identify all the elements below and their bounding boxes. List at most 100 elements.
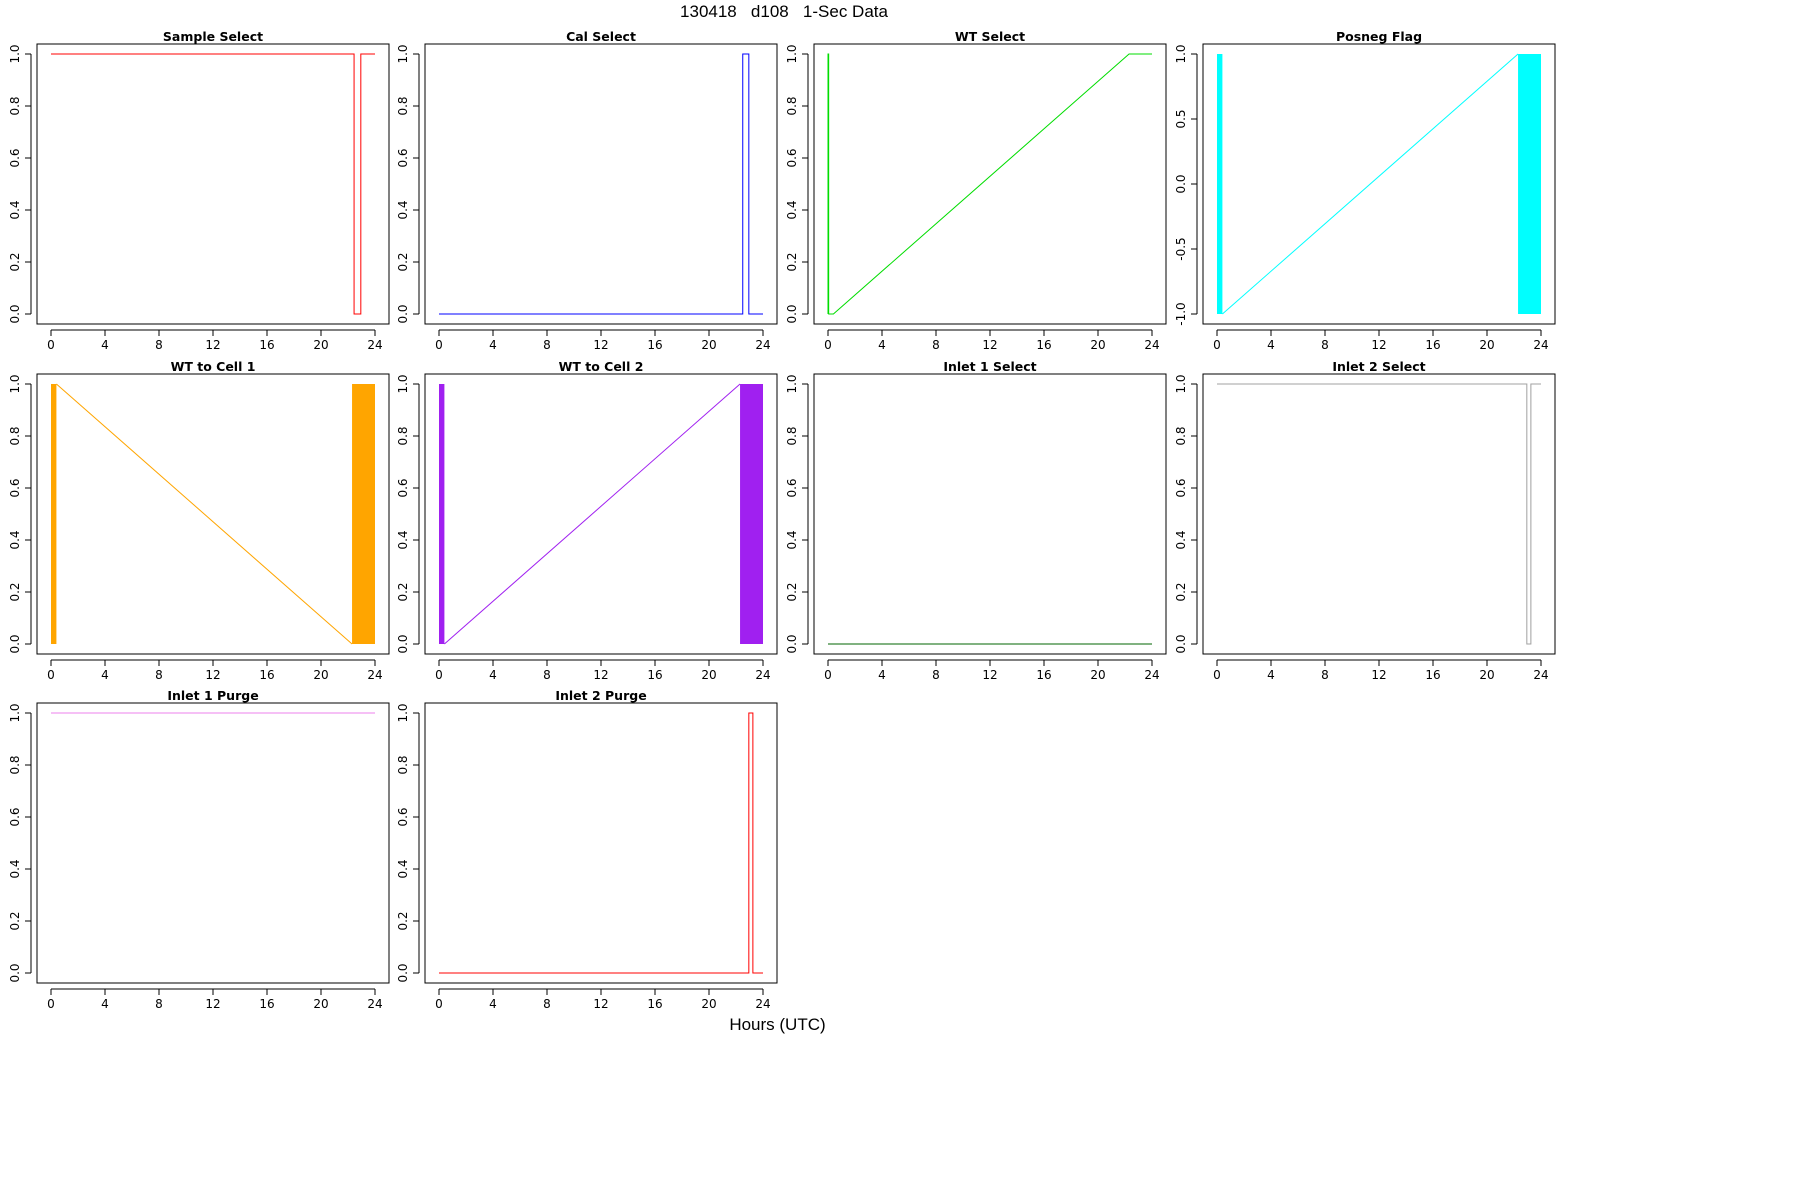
panel-title: WT Select — [955, 29, 1025, 44]
x-tick-label: 16 — [259, 668, 274, 682]
data-line — [444, 383, 741, 645]
y-tick-label: 0.6 — [396, 478, 410, 497]
x-tick-label: 12 — [205, 668, 220, 682]
panel-title: Inlet 1 Purge — [167, 688, 258, 703]
y-tick-label: 0.0 — [1174, 634, 1188, 653]
x-tick-label: 20 — [313, 338, 328, 352]
y-tick-label: 0.0 — [396, 634, 410, 653]
data-band — [740, 384, 763, 644]
x-tick-label: 20 — [1090, 668, 1105, 682]
y-tick-label: 0.4 — [785, 530, 799, 549]
panel-9: Inlet 2 Purge 0 4 8 12 16 20 24 0.0 0.2 0.4 0.6 0.8 1… — [396, 688, 778, 1011]
panel-title: Sample Select — [163, 29, 263, 44]
y-tick-label: 0.8 — [8, 426, 22, 445]
panel-7: Inlet 2 Select 0 4 8 12 16 20 24 0.0 0.2 0.4 0.6 0.8… — [1174, 359, 1556, 682]
y-tick-label: 1.0 — [396, 374, 410, 393]
x-tick-label: 4 — [101, 668, 109, 682]
data-line — [439, 712, 763, 974]
x-tick-label: 24 — [755, 997, 770, 1011]
y-tick-label: 1.0 — [8, 374, 22, 393]
x-tick-label: 16 — [1036, 668, 1051, 682]
y-tick-label: 0.6 — [396, 148, 410, 167]
y-tick-label: 0.8 — [396, 426, 410, 445]
x-tick-label: 20 — [1479, 668, 1494, 682]
x-tick-label: 16 — [647, 997, 662, 1011]
y-tick-label: 0.4 — [8, 200, 22, 219]
y-tick-label: 0.8 — [1174, 426, 1188, 445]
x-tick-label: 0 — [1213, 338, 1221, 352]
data-band — [352, 384, 375, 644]
x-tick-label: 12 — [982, 338, 997, 352]
y-tick-label: 1.0 — [1174, 374, 1188, 393]
y-tick-label: 1.0 — [396, 44, 410, 63]
panel-title: Posneg Flag — [1336, 29, 1422, 44]
x-tick-label: 4 — [489, 668, 497, 682]
y-tick-label: 0.8 — [396, 96, 410, 115]
y-tick-label: 0.8 — [8, 96, 22, 115]
y-tick-label: 0.8 — [8, 755, 22, 774]
y-tick-label: 0.6 — [785, 478, 799, 497]
panel-title: WT to Cell 1 — [171, 359, 256, 374]
plot-frame — [424, 702, 778, 984]
x-tick-label: 24 — [1144, 338, 1159, 352]
x-tick-label: 16 — [647, 338, 662, 352]
y-tick-label: 0.8 — [396, 755, 410, 774]
y-tick-label: 0.2 — [1174, 582, 1188, 601]
y-tick-label: 0.2 — [8, 911, 22, 930]
y-tick-label: 1.0 — [8, 703, 22, 722]
x-tick-label: 0 — [435, 997, 443, 1011]
y-tick-label: 0.0 — [785, 304, 799, 323]
x-tick-label: 8 — [1321, 338, 1329, 352]
panel-0: Sample Select 0 4 8 12 16 20 24 0.0 0.2 0.4 0.6 0.8 1… — [8, 29, 390, 352]
y-tick-label: 0.0 — [8, 304, 22, 323]
x-tick-label: 8 — [543, 668, 551, 682]
y-tick-label: 0.4 — [396, 530, 410, 549]
plot-frame — [1202, 43, 1556, 325]
x-tick-label: 12 — [1371, 338, 1386, 352]
y-tick-label: 0.0 — [785, 634, 799, 653]
plot-frame — [813, 43, 1167, 325]
y-tick-label: 0.4 — [785, 200, 799, 219]
x-tick-label: 16 — [259, 997, 274, 1011]
panel-title: Inlet 1 Select — [943, 359, 1036, 374]
x-tick-label: 0 — [47, 997, 55, 1011]
x-tick-label: 4 — [878, 668, 886, 682]
panel-title: Inlet 2 Purge — [555, 688, 646, 703]
data-line — [439, 53, 763, 315]
y-tick-label: 1.0 — [785, 44, 799, 63]
x-tick-label: 4 — [101, 997, 109, 1011]
x-tick-label: 20 — [701, 338, 716, 352]
x-tick-label: 0 — [1213, 668, 1221, 682]
y-tick-label: 0.6 — [8, 148, 22, 167]
data-line — [1217, 383, 1541, 645]
y-tick-label: 0.2 — [8, 252, 22, 271]
x-tick-label: 12 — [1371, 668, 1386, 682]
data-line — [51, 53, 375, 315]
y-tick-label: 0.4 — [396, 200, 410, 219]
x-tick-label: 20 — [1090, 338, 1105, 352]
y-tick-label: -1.0 — [1174, 302, 1188, 325]
y-tick-label: 0.6 — [8, 478, 22, 497]
y-tick-label: 1.0 — [396, 703, 410, 722]
y-tick-label: 0.0 — [396, 963, 410, 982]
data-line — [1222, 53, 1519, 315]
x-tick-label: 4 — [878, 338, 886, 352]
x-axis-label: Hours (UTC) — [729, 1015, 826, 1034]
panel-1: Cal Select 0 4 8 12 16 20 24 0.0 0.2 0.4 0.6 0.8 1.0 — [396, 29, 778, 352]
panel-3: Posneg Flag 0 4 8 12 16 20 24 -1.0 -0.5 0.0 0.5 1.0 — [1174, 29, 1556, 352]
y-tick-label: 0.4 — [396, 859, 410, 878]
plot-frame — [813, 373, 1167, 655]
x-tick-label: 24 — [1533, 338, 1548, 352]
y-tick-label: 0.6 — [785, 148, 799, 167]
data-line — [56, 383, 353, 645]
x-tick-label: 16 — [259, 338, 274, 352]
x-tick-label: 20 — [1479, 338, 1494, 352]
panel-8: Inlet 1 Purge 0 4 8 12 16 20 24 0.0 0.2 0.4 0.6 0.8 1… — [8, 688, 390, 1011]
panel-title: Cal Select — [566, 29, 636, 44]
x-tick-label: 8 — [543, 997, 551, 1011]
x-tick-label: 24 — [755, 338, 770, 352]
x-tick-label: 24 — [367, 668, 382, 682]
plot-frame — [36, 702, 390, 984]
x-tick-label: 4 — [1267, 668, 1275, 682]
